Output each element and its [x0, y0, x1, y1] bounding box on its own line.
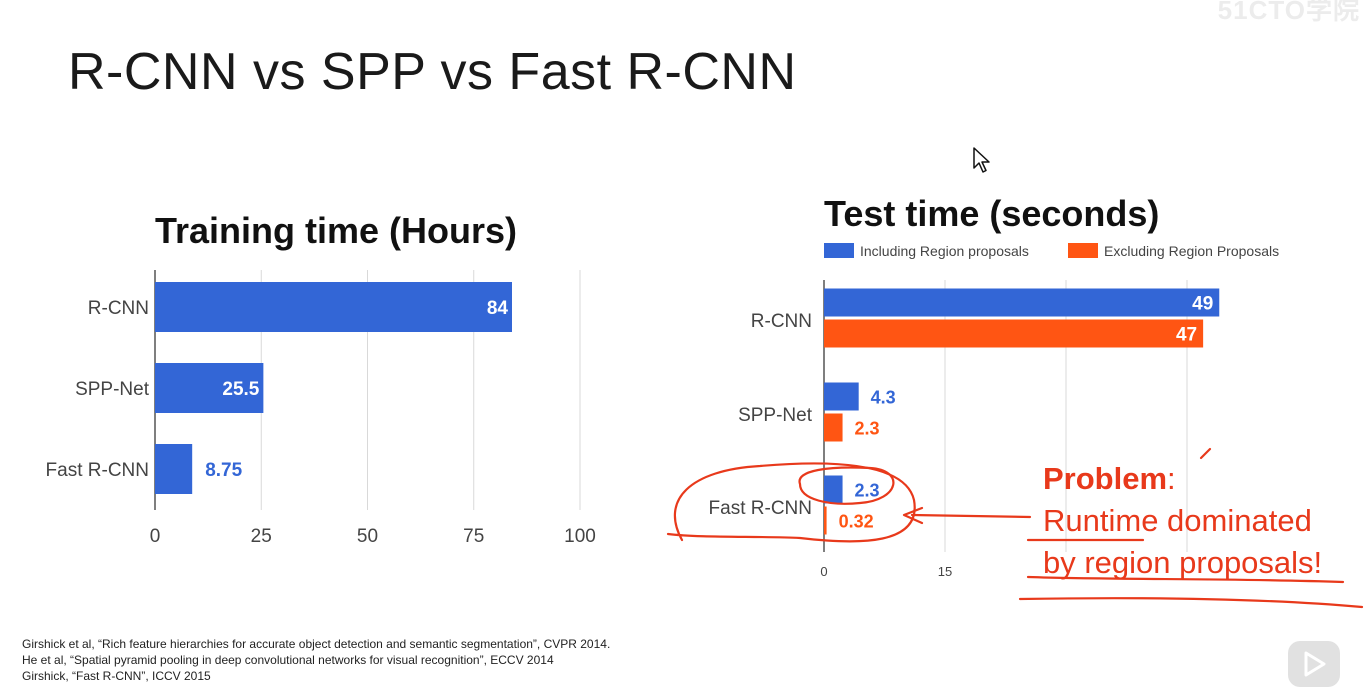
chart2-category-label: SPP-Net — [738, 405, 813, 426]
chart1-x-tick: 50 — [357, 526, 378, 547]
chart2-data-label: 2.3 — [855, 419, 880, 439]
chart2-bar — [824, 475, 843, 504]
underline-2-stroke — [1026, 575, 1345, 584]
chart2-bar — [824, 506, 827, 535]
chart2-bar — [824, 413, 843, 442]
underline-3-stroke — [1018, 597, 1364, 609]
chart1-bar — [155, 444, 193, 494]
chart1-data-label: 84 — [487, 298, 509, 319]
pen-mark-stroke — [1199, 447, 1212, 460]
chart1-title: Training time (Hours) — [155, 210, 517, 251]
chart1-x-tick: 100 — [564, 526, 596, 547]
fast-rcnn-circle-stroke — [666, 462, 916, 543]
chart2-category-label: Fast R-CNN — [709, 498, 812, 519]
problem-label: Problem — [1043, 461, 1168, 496]
problem-colon: : — [1167, 461, 1176, 496]
footnote-3: Girshick, “Fast R-CNN”, ICCV 2015 — [22, 669, 211, 683]
arrow-line-stroke — [910, 513, 1032, 519]
problem-annotation: Problem: Runtime dominated by region pro… — [1043, 458, 1322, 584]
chart2-title: Test time (seconds) — [824, 193, 1159, 234]
play-button[interactable] — [1288, 641, 1340, 687]
chart1-category-label: R-CNN — [88, 298, 149, 319]
chart2-data-label: 49 — [1192, 294, 1213, 315]
problem-line-1: Runtime dominated — [1043, 503, 1312, 538]
mouse-pointer-icon — [972, 146, 992, 179]
chart1-category-label: SPP-Net — [75, 379, 150, 400]
chart2-legend-label: Including Region proposals — [860, 243, 1029, 259]
chart1-category-label: Fast R-CNN — [46, 460, 149, 481]
chart2-data-label: 47 — [1176, 325, 1197, 346]
footnote-1: Girshick et al, “Rich feature hierarchie… — [22, 637, 611, 651]
footnotes: Girshick et al, “Rich feature hierarchie… — [22, 636, 610, 684]
chart2-x-tick: 0 — [820, 564, 827, 579]
chart1-bar — [155, 363, 264, 413]
problem-line-2: by region proposals! — [1043, 545, 1323, 580]
chart2-legend-label: Excluding Region Proposals — [1104, 243, 1279, 259]
value-circle-stroke — [798, 466, 895, 505]
chart2-legend-swatch — [1068, 243, 1098, 258]
chart1-data-label: 8.75 — [205, 460, 242, 481]
chart2-data-label: 0.32 — [839, 512, 874, 532]
chart2-x-tick: 15 — [938, 564, 952, 579]
chart1-bar — [155, 282, 512, 332]
chart2-bar — [824, 382, 859, 411]
chart1-x-tick: 25 — [251, 526, 272, 547]
play-icon — [1304, 651, 1326, 677]
chart1-x-tick: 0 — [150, 526, 161, 547]
slide-title: R-CNN vs SPP vs Fast R-CNN — [68, 43, 797, 101]
chart2-bar — [824, 288, 1220, 317]
chart2-data-label: 2.3 — [855, 481, 880, 501]
chart2-category-label: R-CNN — [751, 311, 812, 332]
arrow-head-stroke — [902, 506, 924, 525]
chart1-x-tick: 75 — [463, 526, 484, 547]
chart1-data-label: 25.5 — [222, 379, 259, 400]
watermark: 51CTO学院 — [1217, 0, 1360, 25]
chart2-bar — [824, 319, 1204, 348]
chart2-legend-swatch — [824, 243, 854, 258]
chart2-data-label: 4.3 — [871, 388, 896, 408]
footnote-2: He et al, “Spatial pyramid pooling in de… — [22, 653, 554, 667]
